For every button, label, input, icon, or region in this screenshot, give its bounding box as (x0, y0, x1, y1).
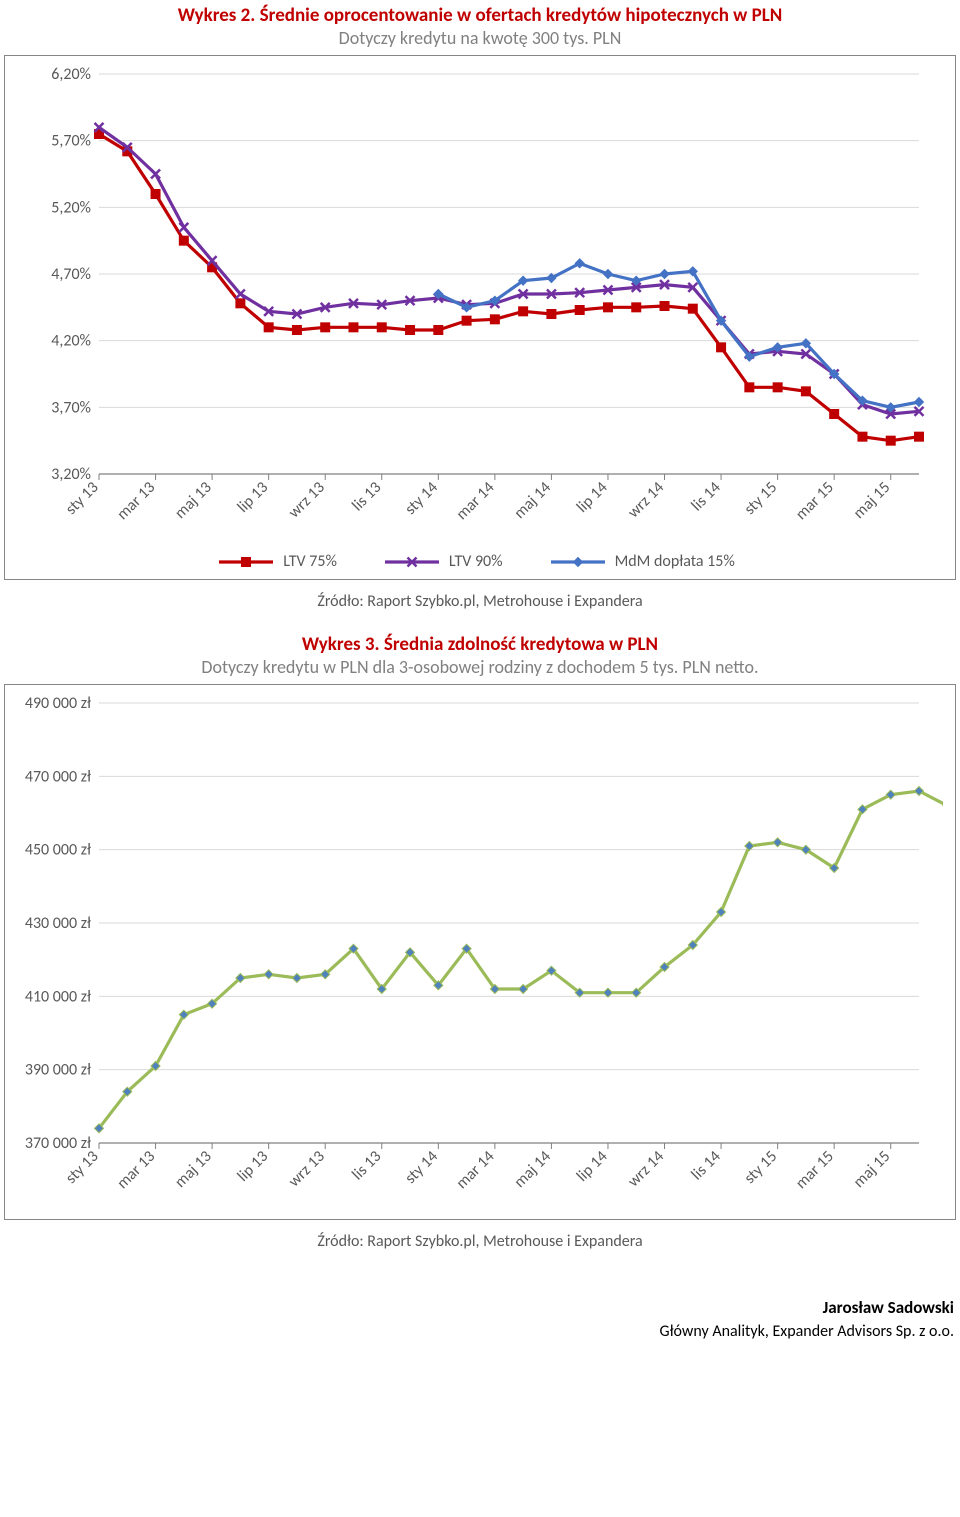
svg-text:390 000 zł: 390 000 zł (25, 1061, 91, 1080)
svg-text:lip 14: lip 14 (573, 1147, 612, 1186)
chart1-subtitle: Dotyczy kredytu na kwotę 300 tys. PLN (0, 27, 960, 55)
svg-text:4,20%: 4,20% (51, 332, 91, 351)
signature-name: Jarosław Sadowski (0, 1297, 954, 1318)
chart1-frame: 3,20%3,70%4,20%4,70%5,20%5,70%6,20%sty 1… (4, 55, 956, 580)
svg-text:mar 13: mar 13 (113, 1147, 159, 1193)
svg-text:4,70%: 4,70% (51, 265, 91, 284)
svg-text:lip 13: lip 13 (234, 1147, 273, 1186)
signature-block: Jarosław Sadowski Główny Analityk, Expan… (0, 1269, 960, 1341)
svg-text:mar 14: mar 14 (453, 1147, 499, 1193)
svg-text:470 000 zł: 470 000 zł (25, 767, 91, 786)
chart2-svg: 370 000 zł 390 000 zł 410 000 zł 430 000 zł… (11, 693, 943, 1213)
svg-text:5,70%: 5,70% (51, 132, 91, 151)
legend-label: LTV 75% (283, 552, 337, 571)
svg-text:sty 13: sty 13 (62, 478, 103, 519)
signature-role: Główny Analityk, Expander Advisors Sp. z… (0, 1318, 954, 1341)
svg-text:410 000 zł: 410 000 zł (25, 987, 91, 1006)
svg-text:sty 15: sty 15 (740, 1147, 781, 1188)
svg-text:sty 14: sty 14 (401, 478, 442, 519)
svg-text:mar 14: mar 14 (453, 478, 499, 524)
chart1-title-rest: Średnie oprocentowanie w ofertach kredyt… (255, 4, 782, 27)
svg-text:wrz 14: wrz 14 (624, 1147, 668, 1191)
svg-text:sty 13: sty 13 (62, 1147, 103, 1188)
svg-text:mar 13: mar 13 (113, 478, 159, 524)
legend-item: LTV 75% (219, 552, 337, 571)
svg-text:mar 15: mar 15 (792, 1147, 838, 1193)
chart2-title: Wykres 3. Średnia zdolność kredytowa w P… (0, 629, 960, 656)
svg-text:lis 14: lis 14 (688, 478, 725, 515)
svg-text:maj 14: maj 14 (510, 478, 555, 523)
svg-text:maj 15: maj 15 (850, 478, 895, 523)
svg-text:maj 14: maj 14 (510, 1147, 555, 1192)
svg-text:lis 13: lis 13 (348, 478, 385, 515)
svg-text:3,70%: 3,70% (51, 398, 91, 417)
svg-text:370 000 zł: 370 000 zł (25, 1134, 91, 1153)
legend-item: LTV 90% (385, 552, 503, 571)
svg-text:490 000 zł: 490 000 zł (25, 694, 91, 713)
legend-label: MdM dopłata 15% (615, 552, 735, 571)
svg-text:wrz 13: wrz 13 (285, 478, 329, 522)
chart2-subtitle: Dotyczy kredytu w PLN dla 3-osobowej rod… (0, 656, 960, 684)
chart1-legend: LTV 75% LTV 90% MdM dopłata 15% (11, 544, 943, 573)
svg-text:6,20%: 6,20% (51, 65, 91, 84)
svg-text:mar 15: mar 15 (792, 478, 838, 524)
legend-label: LTV 90% (449, 552, 503, 571)
svg-text:maj 15: maj 15 (850, 1147, 895, 1192)
chart2-frame: 370 000 zł 390 000 zł 410 000 zł 430 000 zł… (4, 684, 956, 1220)
chart1-title-prefix: Wykres 2. (178, 4, 256, 27)
chart2-title-prefix: Wykres 3. (302, 633, 380, 656)
svg-text:maj 13: maj 13 (171, 1147, 216, 1192)
chart1-block: Wykres 2. Średnie oprocentowanie w ofert… (0, 0, 960, 580)
chart2-title-rest: Średnia zdolność kredytowa w PLN (380, 633, 658, 656)
svg-text:wrz 14: wrz 14 (624, 478, 668, 522)
svg-text:lip 13: lip 13 (234, 478, 273, 517)
svg-text:5,20%: 5,20% (51, 198, 91, 217)
svg-text:lis 14: lis 14 (688, 1147, 725, 1184)
chart1-svg: 3,20%3,70%4,20%4,70%5,20%5,70%6,20%sty 1… (11, 64, 943, 544)
svg-text:lip 14: lip 14 (573, 478, 612, 517)
svg-text:lis 13: lis 13 (348, 1147, 385, 1184)
chart2-block: Wykres 3. Średnia zdolność kredytowa w P… (0, 629, 960, 1220)
svg-text:wrz 13: wrz 13 (285, 1147, 329, 1191)
chart1-source: Źródło: Raport Szybko.pl, Metrohouse i E… (0, 580, 960, 629)
chart1-title: Wykres 2. Średnie oprocentowanie w ofert… (0, 0, 960, 27)
svg-text:sty 14: sty 14 (401, 1147, 442, 1188)
svg-text:450 000 zł: 450 000 zł (25, 841, 91, 860)
svg-text:maj 13: maj 13 (171, 478, 216, 523)
legend-item: MdM dopłata 15% (551, 552, 735, 571)
svg-text:sty 15: sty 15 (740, 478, 781, 519)
svg-text:430 000 zł: 430 000 zł (25, 914, 91, 933)
chart2-source: Źródło: Raport Szybko.pl, Metrohouse i E… (0, 1220, 960, 1269)
